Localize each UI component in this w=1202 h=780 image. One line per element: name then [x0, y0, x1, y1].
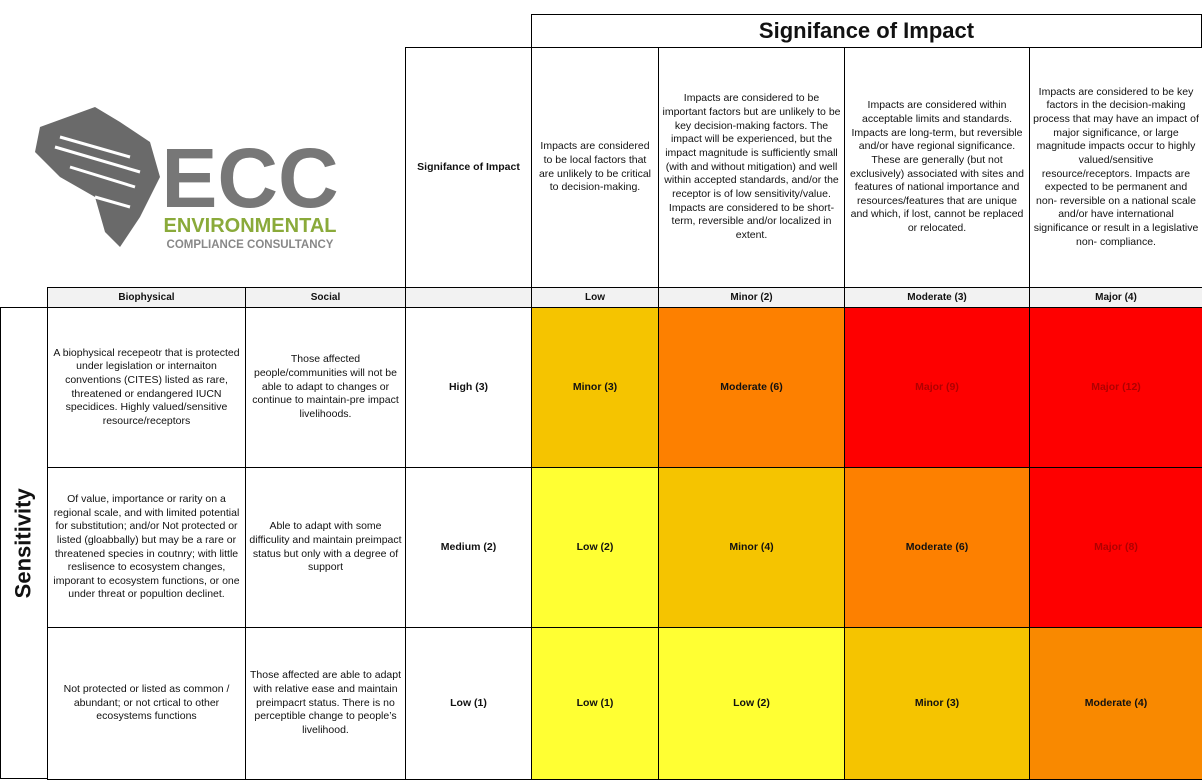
- row-label-text: Sensitivity: [10, 487, 36, 599]
- column-header-text: Minor (2): [730, 292, 773, 303]
- risk-cell: Low (2): [531, 467, 659, 628]
- impact-description-text: Impacts are considered to be important f…: [662, 92, 841, 241]
- risk-cell: Minor (4): [658, 467, 845, 628]
- social: Able to adapt with some difficulity and …: [245, 467, 406, 628]
- column-header: Major (4): [1029, 287, 1202, 308]
- social-text: Those affected are able to adapt with re…: [250, 669, 401, 736]
- risk-cell-text: Major (9): [915, 380, 959, 393]
- impact-label-text: Signifance of Impact: [417, 160, 520, 173]
- risk-cell: Major (8): [1029, 467, 1202, 628]
- risk-cell-text: Minor (3): [914, 696, 960, 709]
- sensitivity-level: High (3): [405, 307, 532, 468]
- risk-cell-text: Minor (4): [729, 540, 774, 553]
- social-text: Able to adapt with some difficulity and …: [249, 520, 402, 574]
- risk-cell: Moderate (4): [1029, 627, 1202, 780]
- risk-cell-text: Minor (3): [572, 380, 618, 393]
- risk-cell: Major (9): [844, 307, 1030, 468]
- risk-cell-text: Moderate (6): [905, 540, 969, 553]
- column-header: Moderate (3): [844, 287, 1030, 308]
- title-text: Signifance of Impact: [758, 17, 975, 43]
- social: Those affected are able to adapt with re…: [245, 627, 406, 780]
- risk-cell: Moderate (6): [844, 467, 1030, 628]
- risk-cell: Minor (3): [531, 307, 659, 468]
- impact-label: Signifance of Impact: [405, 47, 532, 288]
- column-header-text: Major (4): [1095, 292, 1137, 303]
- impact-description: Impacts are considered to be local facto…: [531, 47, 659, 288]
- impact-description: Impacts are considered within acceptable…: [844, 47, 1030, 288]
- logo-line2: COMPLIANCE CONSULTANCY: [167, 239, 334, 251]
- risk-cell: Low (2): [658, 627, 845, 780]
- title: Signifance of Impact: [531, 14, 1202, 48]
- header-blank: [405, 287, 532, 308]
- logo-stripes: [54, 135, 141, 209]
- impact-description-text: Impacts are considered to be local facto…: [538, 140, 652, 194]
- sensitivity-level-text: Low (1): [450, 696, 487, 709]
- logo-mark: ECC: [161, 131, 338, 225]
- risk-cell-text: Major (8): [1094, 540, 1138, 553]
- impact-description: Impacts are considered to be key factors…: [1029, 47, 1202, 288]
- risk-cell-text: Low (1): [576, 696, 614, 709]
- impact-description: Impacts are considered to be important f…: [658, 47, 845, 288]
- column-header: Low: [531, 287, 659, 308]
- risk-cell: Major (12): [1029, 307, 1202, 468]
- social-text: Those affected people/communities will n…: [252, 353, 399, 420]
- sensitivity-level: Low (1): [405, 627, 532, 780]
- risk-cell: Minor (3): [844, 627, 1030, 780]
- impact-description-text: Impacts are considered within acceptable…: [850, 99, 1024, 235]
- risk-cell-text: Major (12): [1091, 380, 1141, 393]
- biophysical: A biophysical recepeotr that is protecte…: [47, 307, 246, 468]
- row-label: Sensitivity: [0, 307, 48, 779]
- impact-description-text: Impacts are considered to be key factors…: [1033, 85, 1199, 248]
- risk-cell: Moderate (6): [658, 307, 845, 468]
- risk-cell: Low (1): [531, 627, 659, 780]
- column-header-text: Moderate (3): [907, 292, 967, 303]
- column-header: Biophysical: [47, 287, 246, 308]
- biophysical-text: Of value, importance or rarity on a regi…: [53, 492, 240, 601]
- column-header: Social: [245, 287, 406, 308]
- column-header: Minor (2): [658, 287, 845, 308]
- sensitivity-level-text: Medium (2): [440, 540, 497, 553]
- logo: ECC ENVIRONMENTAL COMPLIANCE CONSULTANCY: [35, 107, 339, 251]
- risk-cell-text: Moderate (6): [720, 380, 783, 393]
- logo-line1: ENVIRONMENTAL: [164, 215, 337, 237]
- risk-cell-text: Low (2): [576, 540, 614, 553]
- biophysical-text: Not protected or listed as common / abun…: [63, 683, 230, 723]
- social: Those affected people/communities will n…: [245, 307, 406, 468]
- biophysical-text: A biophysical recepeotr that is protecte…: [53, 346, 240, 427]
- column-header-text: Low: [585, 292, 605, 303]
- sensitivity-level: Medium (2): [405, 467, 532, 628]
- column-header-text: Social: [310, 292, 341, 303]
- sensitivity-level-text: High (3): [448, 380, 489, 393]
- column-header-text: Biophysical: [118, 292, 175, 303]
- biophysical: Of value, importance or rarity on a regi…: [47, 467, 246, 628]
- risk-cell-text: Low (2): [733, 696, 770, 709]
- biophysical: Not protected or listed as common / abun…: [47, 627, 246, 780]
- risk-cell-text: Moderate (4): [1084, 696, 1148, 709]
